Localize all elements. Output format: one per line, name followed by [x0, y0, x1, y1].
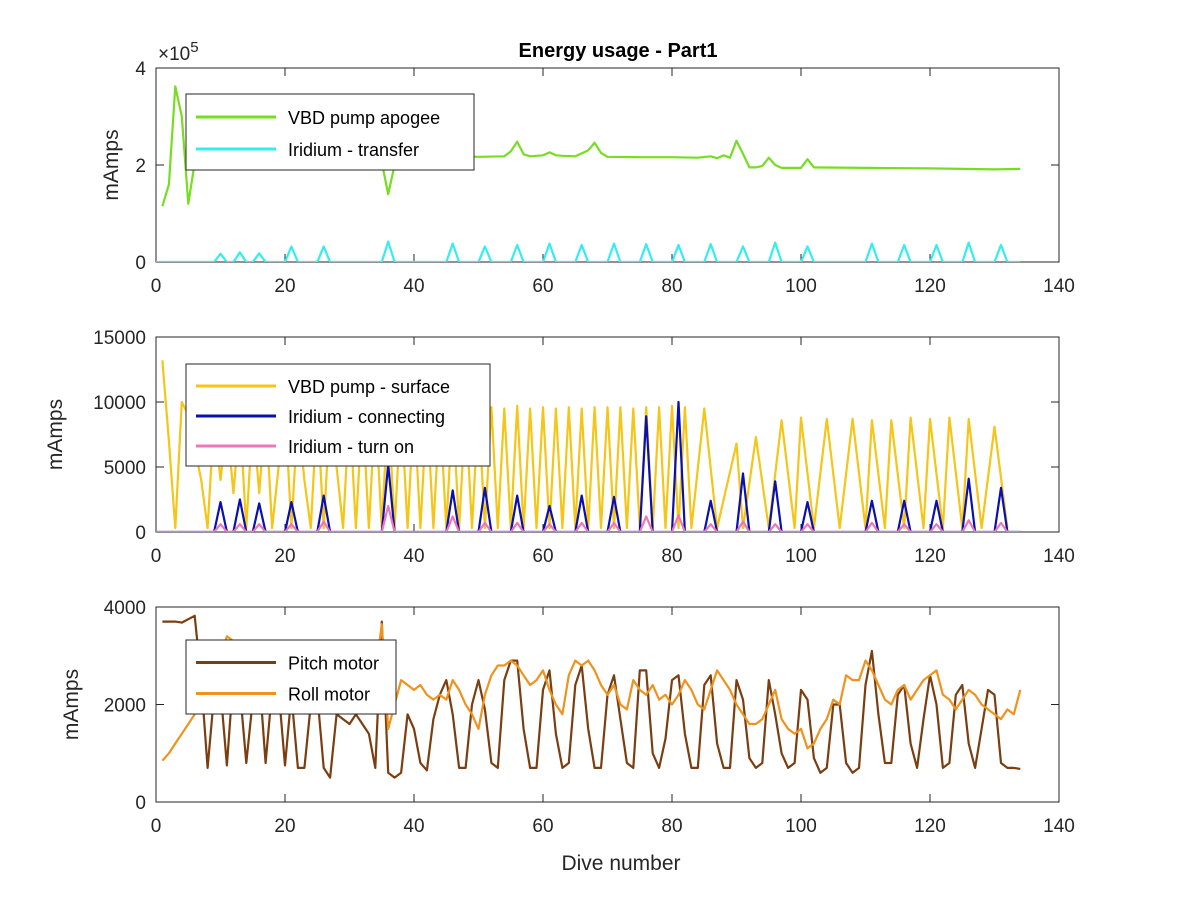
y-exponent-power: 5 [190, 39, 198, 56]
panels: 0 20 40 60 80 100 120 140 0 2 4 ×105 mAmps VBD pump a… [44, 39, 1075, 837]
legend-entry: Pitch motor [288, 654, 379, 674]
y-tick-label: 5000 [104, 458, 146, 479]
x-tick-label: 80 [661, 546, 682, 567]
y-axis-title: mAmps [44, 399, 67, 470]
panel-3: 0 20 40 60 80 100 120 140 0 2000 4000 mAmps Pitch mo… [60, 598, 1075, 837]
legend-box [185, 639, 397, 715]
series-line-2 [156, 400, 1021, 532]
x-tick-label: 0 [151, 276, 162, 297]
x-tick-label: 20 [274, 546, 295, 567]
y-tick-label: 2000 [104, 696, 146, 717]
x-tick-label: 140 [1043, 546, 1075, 567]
legend-entry: VBD pump - surface [288, 377, 450, 397]
legend-box [185, 93, 475, 171]
x-tick-label: 120 [914, 546, 946, 567]
x-tick-label: 0 [151, 546, 162, 567]
panel-1: 0 20 40 60 80 100 120 140 0 2 4 ×105 mAmps VBD pump a… [100, 39, 1075, 297]
legend: Pitch motor Roll motor [185, 639, 397, 715]
panel-2: 0 20 40 60 80 100 120 140 0 5000 10000 15000 mAmps VB… [44, 328, 1075, 567]
y-tick-label: 15000 [93, 328, 146, 349]
y-exponent-label: ×105 [158, 39, 199, 65]
legend-entry: VBD pump apogee [288, 108, 440, 128]
legend: VBD pump apogee Iridium - transfer [185, 93, 475, 171]
x-tick-label: 120 [914, 276, 946, 297]
x-tick-label: 20 [274, 816, 295, 837]
y-axis-title: mAmps [60, 669, 83, 740]
x-tick-label: 20 [274, 276, 295, 297]
series-line-3 [156, 504, 1021, 532]
x-tick-label: 100 [785, 276, 817, 297]
x-tick-label: 80 [661, 816, 682, 837]
x-tick-label: 60 [532, 276, 553, 297]
x-tick-label: 40 [403, 276, 424, 297]
y-tick-label: 0 [135, 793, 146, 814]
legend-entry: Iridium - connecting [288, 407, 445, 427]
x-tick-label: 40 [403, 816, 424, 837]
x-axis-title: Dive number [561, 852, 680, 875]
y-tick-label: 10000 [93, 393, 146, 414]
legend-entry: Iridium - turn on [288, 437, 414, 457]
y-tick-label: 4000 [104, 598, 146, 619]
x-tick-label: 60 [532, 546, 553, 567]
y-tick-label: 4 [135, 59, 146, 80]
x-tick-label: 140 [1043, 276, 1075, 297]
legend: VBD pump - surface Iridium - connecting Ir… [185, 363, 491, 467]
x-tick-label: 120 [914, 816, 946, 837]
legend-entry: Roll motor [288, 685, 370, 705]
y-tick-label: 0 [135, 523, 146, 544]
series-line-2 [156, 240, 1021, 262]
x-tick-label: 60 [532, 816, 553, 837]
y-axis-title: mAmps [100, 129, 123, 200]
y-tick-label: 0 [135, 253, 146, 274]
x-tick-label: 140 [1043, 816, 1075, 837]
x-tick-label: 40 [403, 546, 424, 567]
series-line-1 [162, 614, 1021, 779]
x-tick-label: 80 [661, 276, 682, 297]
x-tick-label: 100 [785, 816, 817, 837]
figure-title: Energy usage - Part1 [519, 40, 718, 62]
x-tick-label: 0 [151, 816, 162, 837]
x-tick-label: 100 [785, 546, 817, 567]
y-tick-label: 2 [135, 156, 146, 177]
legend-entry: Iridium - transfer [288, 140, 419, 160]
